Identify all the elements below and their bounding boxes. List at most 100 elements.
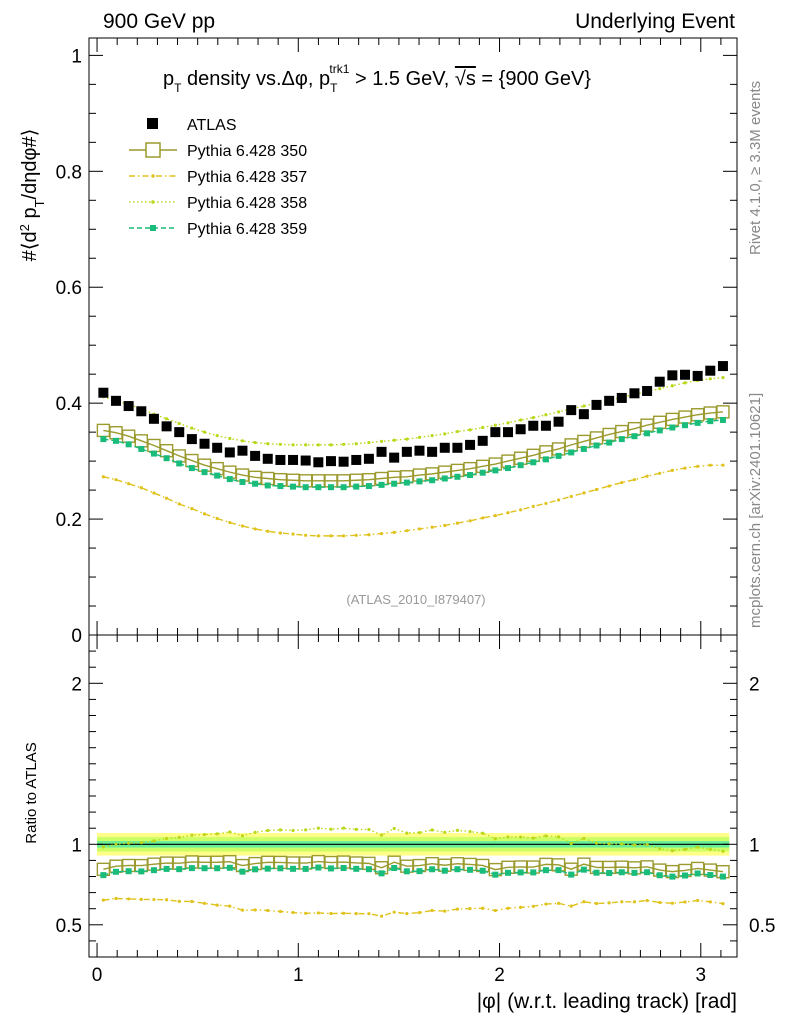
main-series-3-point (291, 443, 295, 447)
ratio-series-3-point (670, 849, 674, 853)
main-series-3-point (430, 434, 434, 438)
main-series-2-point (202, 512, 207, 516)
main-series-3-point (721, 376, 725, 380)
ratio-series-4-point (226, 864, 233, 871)
ratio-series-4-point (517, 869, 524, 876)
main-series-0-point (401, 446, 412, 457)
main-series-2-point (139, 486, 143, 490)
main-series-3-point (405, 437, 409, 441)
ratio-series-3-point (683, 847, 687, 851)
ratio-series-3-point (417, 831, 422, 835)
main-series-0-point (262, 453, 273, 464)
main-series-2-point (342, 534, 346, 538)
ratio-series-2-point (594, 901, 599, 906)
ratio-series-4-point (391, 864, 398, 871)
main-series-0-point (338, 456, 349, 467)
main-series (96, 361, 730, 538)
ratio-series-2-point (607, 901, 611, 905)
ratio-series-2-point (531, 904, 535, 908)
main-series-4-point (542, 456, 549, 463)
ratio-series-2-point (645, 898, 649, 903)
main-series-0-point (351, 454, 362, 465)
ratio-y-axis-label: Ratio to ATLAS (23, 742, 40, 843)
ratio-series-4-point (353, 865, 360, 872)
main-series-2-line (103, 464, 723, 537)
main-series-0-point (136, 406, 147, 417)
header-right: Underlying Event (575, 10, 735, 33)
main-series-2-point (481, 516, 485, 520)
ratio-series-4-point (631, 869, 638, 876)
x-tick-label: 3 (695, 965, 706, 986)
y-tick-label: 0.8 (56, 162, 82, 183)
ratio-series-3-point (202, 832, 207, 837)
main-series-4-point (429, 477, 436, 484)
main-series-4-point (606, 439, 613, 446)
main-series-4-point (694, 419, 701, 426)
ratio-series-3-point (266, 828, 270, 833)
main-series-4-point (365, 483, 372, 490)
y-tick-label: 0.6 (56, 278, 82, 299)
main-series-0-point (490, 427, 501, 438)
main-series-0-point (502, 427, 513, 438)
main-series-4-point (176, 460, 183, 467)
ratio-series-4-point (694, 870, 701, 877)
ratio-series-4-point (644, 869, 651, 876)
main-series-0-point (591, 399, 602, 410)
main-series-3-point (228, 436, 232, 441)
main-series-4-point (214, 472, 221, 479)
main-series-4-point (492, 467, 499, 474)
main-series-2-point (177, 502, 181, 506)
ratio-series-3-point (696, 845, 700, 849)
ratio-series-4-point (239, 868, 246, 875)
ratio-series-4-point (277, 865, 284, 872)
axis-ticks (89, 38, 737, 958)
ratio-series-2-point (392, 910, 396, 914)
ratio-series-3-point (582, 836, 586, 840)
main-series-3-point (670, 384, 674, 388)
ratio-series-3-point (658, 847, 662, 851)
main-series-3-point (493, 423, 497, 427)
ratio-series-3-point (152, 839, 156, 843)
y-tick-label: 0 (71, 626, 82, 647)
legend-label: Pythia 6.428 357 (187, 169, 307, 186)
main-series-4-point (441, 475, 448, 482)
ratio-series-3-point (164, 836, 169, 841)
ratio-series-3-point (519, 835, 523, 839)
ratio-series-2-point (177, 899, 181, 903)
ratio-series-3-point (594, 841, 599, 845)
ratio-series-3-point (190, 833, 194, 837)
legend-item-358: Pythia 6.428 358 (129, 195, 307, 212)
ratio-series-2-point (658, 900, 662, 905)
legend-item-350: Pythia 6.428 350 (129, 142, 307, 160)
main-series-0-point (540, 420, 551, 431)
rivet-label: Rivet 4.1.0, ≥ 3.3M events (747, 81, 764, 255)
main-series-4-point (707, 418, 714, 425)
ratio-series-3-point (455, 828, 460, 832)
main-series-4-point (593, 442, 600, 449)
ratio-series-3-point (405, 831, 409, 835)
main-series-2-point (417, 527, 422, 531)
main-series-3-point (266, 442, 270, 446)
main-series-2-point (645, 474, 649, 478)
analysis-watermark: (ATLAS_2010_I879407) (346, 592, 485, 607)
main-series-4-point (644, 430, 651, 437)
main-series-4-point (226, 476, 233, 483)
main-series-4-point (656, 427, 663, 434)
main-series-3-line (103, 376, 724, 446)
ratio-series-4-point (264, 865, 271, 872)
main-series-3-point (443, 432, 447, 436)
ratio-series-2-point (354, 912, 358, 916)
main-series-2-point (620, 480, 624, 485)
main-series-2-point (354, 533, 358, 537)
y-axis-label: #⟨d2 pT/dηdφ#⟩ (17, 129, 47, 262)
main-series-2-point (190, 507, 194, 511)
ratio-series-3-point (177, 835, 181, 840)
main-series-4-point (100, 436, 107, 443)
main-series-3-point (202, 430, 207, 434)
main-series-3-point (354, 442, 358, 446)
main-series-0-point (376, 446, 387, 457)
main-series-0-point (528, 420, 539, 431)
ratio-series-3-point (632, 843, 637, 847)
ratio-series-2-point (683, 900, 687, 904)
